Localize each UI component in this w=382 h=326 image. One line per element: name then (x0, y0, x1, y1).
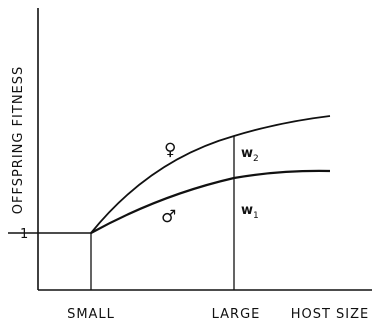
w2-subscript: 2 (253, 154, 259, 164)
x-tick-label-small: SMALL (67, 307, 115, 322)
female-curve (90, 115, 331, 234)
w1-label: w1 (241, 203, 259, 221)
male-curve (90, 169, 331, 234)
w1-subscript: 1 (253, 211, 259, 221)
male-symbol: ♂ (161, 207, 176, 227)
w2-label: w2 (241, 146, 259, 164)
x-tick-label-large: LARGE (212, 307, 261, 322)
w2-letter: w (241, 146, 253, 161)
x-axis-label: HOST SIZE (291, 307, 370, 322)
w1-letter: w (241, 203, 253, 218)
y-axis-label: OFFSPRING FITNESS (11, 66, 26, 215)
y-tick-label-1: 1 (20, 227, 29, 242)
female-symbol: ♀ (164, 140, 176, 160)
